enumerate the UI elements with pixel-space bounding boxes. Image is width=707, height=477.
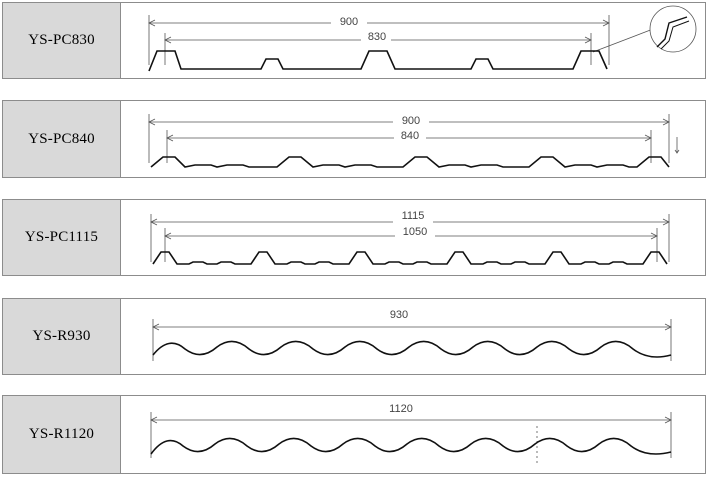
model-label: YS-PC1115 (24, 229, 99, 245)
model-label-cell: YS-R930 (3, 299, 121, 374)
profile-drawing-svg: 900 830 (148, 5, 697, 72)
dimension-label: 1120 (389, 403, 413, 415)
model-label: YS-PC840 (28, 130, 95, 147)
model-label-cell: YS-PC1115 (3, 200, 121, 275)
model-label: YS-PC830 (28, 32, 95, 48)
model-label-cell: YS-R1120 (3, 396, 121, 473)
profile-drawing: 1115 1050 (121, 200, 705, 275)
model-label: YS-R1120 (28, 426, 95, 442)
profile-drawing: 930 (121, 299, 705, 374)
inner-dimension-label: 830 (368, 31, 386, 43)
profile-drawing: 900 840 (121, 101, 705, 177)
outer-dimension-label: 1115 (402, 210, 425, 222)
profile-drawing-svg: 930 (152, 309, 672, 361)
profile-row-ys-r930: YS-R930 930 (2, 298, 706, 375)
profile-row-ys-pc830: YS-PC830 900 830 (2, 2, 706, 79)
profile-drawing-svg: 900 840 (148, 114, 680, 168)
model-label: YS-R930 (32, 328, 91, 344)
profile-row-ys-pc840: YS-PC840 900 840 (2, 100, 706, 178)
model-label-cell: YS-PC840 (3, 101, 121, 177)
profile-row-ys-r1120: YS-R1120 1120 (2, 395, 706, 474)
profile-drawing: 900 830 (121, 3, 705, 78)
dimension-label: 930 (390, 309, 408, 321)
profile-drawing-svg: 1120 (150, 402, 672, 466)
outer-dimension-label: 900 (402, 115, 420, 127)
profile-row-ys-pc1115: YS-PC1115 1115 1050 (2, 199, 706, 276)
model-label-cell: YS-PC830 (3, 3, 121, 78)
inner-dimension-label: 840 (401, 130, 419, 142)
profile-drawing: 1120 (121, 396, 705, 473)
outer-dimension-label: 900 (340, 16, 358, 28)
profile-drawing-svg: 1115 1050 (150, 210, 670, 265)
inner-dimension-label: 1050 (403, 226, 427, 238)
